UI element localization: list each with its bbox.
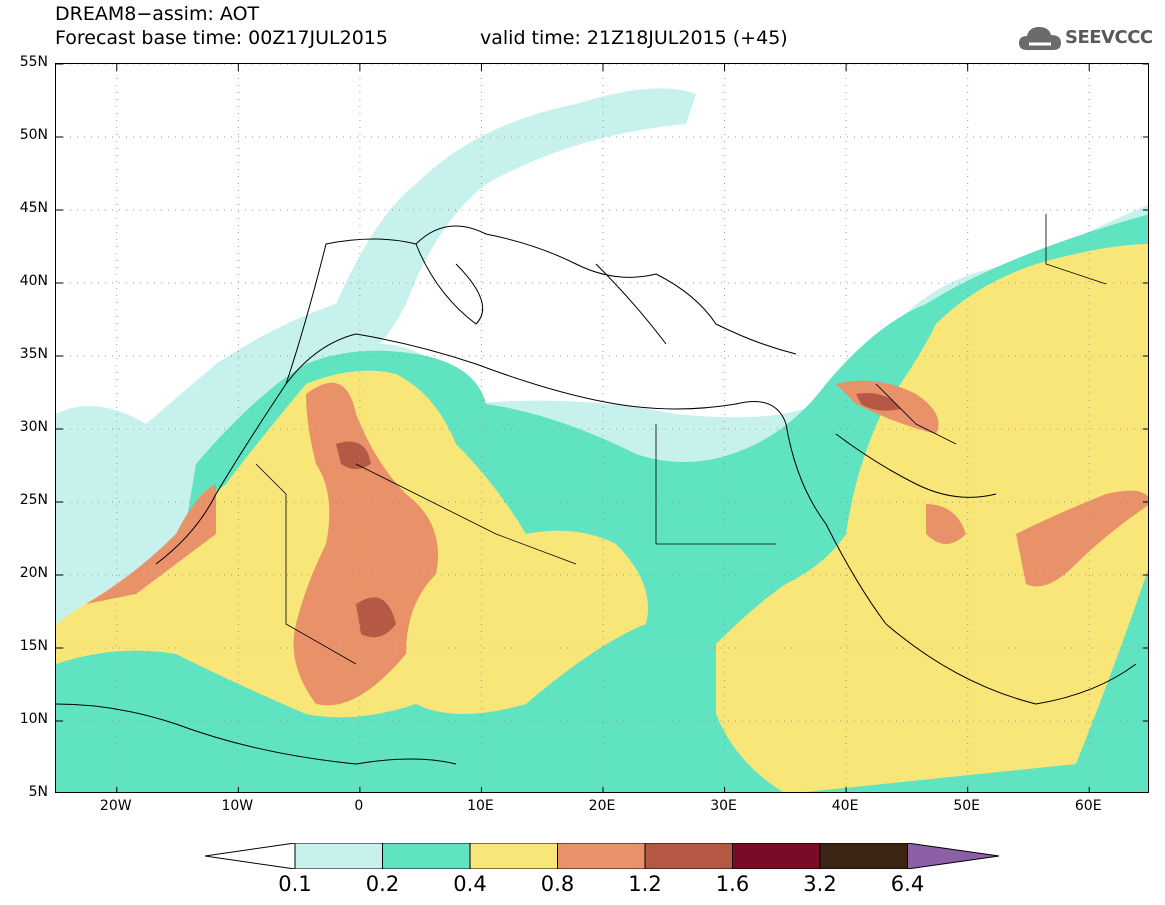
- lat-label: 45N: [19, 200, 48, 216]
- aot-band-1-2b: [356, 597, 396, 638]
- seevccc-logo: SEEVCCC: [1017, 22, 1157, 58]
- lon-label: 10E: [467, 798, 494, 814]
- lon-label: 50E: [953, 798, 980, 814]
- map-title: DREAM8−assim: AOT: [55, 3, 260, 25]
- aot-band-0-8b: [293, 382, 438, 706]
- lat-label: 25N: [19, 492, 48, 508]
- lon-label: 0: [354, 798, 364, 814]
- lat-label: 50N: [19, 127, 48, 143]
- colorbar-label: 0.4: [453, 872, 487, 896]
- aot-band-0-1: [56, 88, 696, 534]
- aot-band-0-8e: [926, 504, 966, 544]
- base-time: Forecast base time: 00Z17JUL2015: [55, 27, 388, 49]
- valid-time: valid time: 21Z18JUL2015 (+45): [480, 27, 788, 49]
- aot-band-1-2: [336, 441, 371, 469]
- coastlines: [56, 225, 1137, 765]
- country-borders: [255, 214, 1107, 665]
- colorbar-segment: [294, 843, 383, 869]
- lat-label: 30N: [19, 419, 48, 435]
- colorbar-label: 3.2: [803, 872, 837, 896]
- colorbar-segment: [819, 843, 908, 869]
- lon-label: 60E: [1074, 798, 1102, 814]
- aot-band-1-2c: [856, 393, 901, 411]
- colorbar-label: 0.8: [540, 872, 575, 896]
- lon-label: 10W: [221, 798, 254, 814]
- lon-label: 20W: [99, 798, 132, 814]
- colorbar-tip-low: [205, 843, 296, 869]
- colorbar-tip-high: [907, 843, 1000, 869]
- colorbar-label: 6.4: [890, 872, 925, 896]
- aot-map: [56, 64, 1148, 792]
- lat-label: 20N: [19, 565, 48, 581]
- lon-tick-marks: [116, 64, 1090, 792]
- lat-label: 15N: [19, 638, 48, 654]
- colorbar-segment: [557, 843, 646, 869]
- colorbar-segment: [732, 843, 821, 869]
- colorbar-label: 0.2: [365, 872, 400, 896]
- lon-label: 40E: [831, 798, 859, 814]
- cloud-icon: [1019, 27, 1061, 50]
- aot-band-0-8d: [1016, 490, 1148, 587]
- colorbar-label: 1.6: [715, 872, 750, 896]
- colorbar-segment: [469, 843, 558, 869]
- colorbar-label: 0.1: [278, 872, 312, 896]
- lat-label: 40N: [19, 273, 48, 289]
- map-panel: [55, 63, 1149, 793]
- graticule: [56, 64, 1148, 792]
- lon-label: 20E: [588, 798, 616, 814]
- lat-label: 10N: [19, 711, 48, 727]
- lat-label: 35N: [19, 346, 48, 362]
- lat-tick-marks: [56, 64, 1148, 722]
- lon-label: 30E: [710, 798, 737, 814]
- aot-band-0-8: [86, 484, 216, 604]
- colorbar-segment: [644, 843, 733, 869]
- lat-label: 5N: [28, 784, 48, 800]
- colorbar-label: 1.2: [628, 872, 662, 896]
- lat-label: 55N: [19, 54, 48, 70]
- forecast-times: Forecast base time: 00Z17JUL2015 valid ti…: [55, 27, 788, 49]
- colorbar-segment: [382, 843, 471, 869]
- logo-text: SEEVCCC: [1065, 27, 1153, 48]
- colorbar: [205, 843, 1000, 869]
